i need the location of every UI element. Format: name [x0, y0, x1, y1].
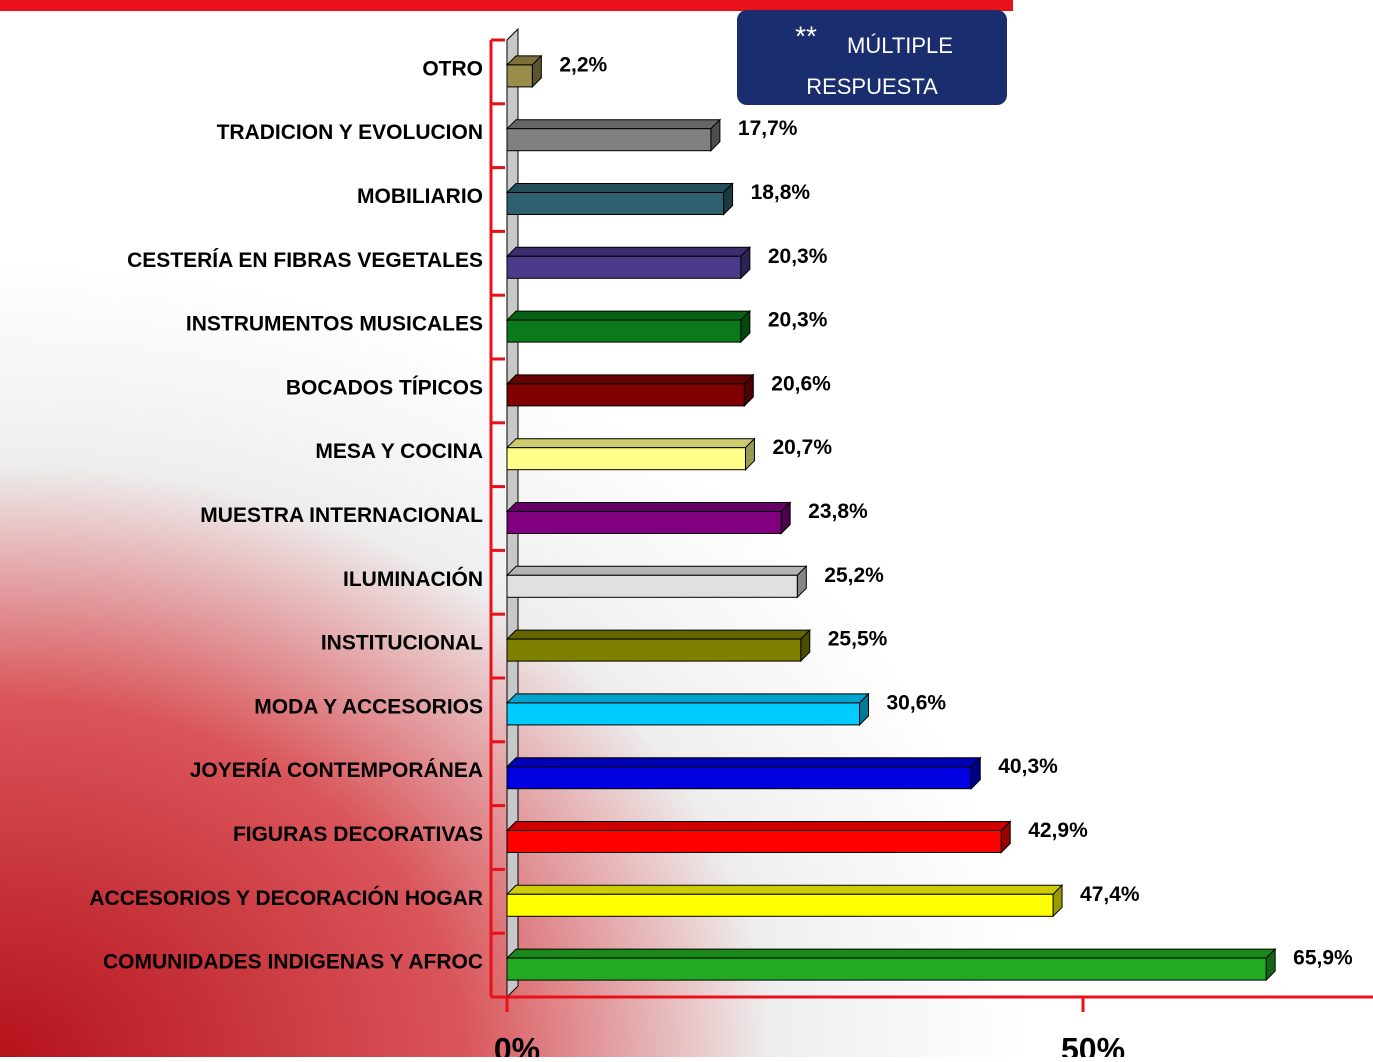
category-label: CESTERÍA EN FIBRAS VEGETALES	[127, 249, 483, 272]
bar-top	[507, 439, 754, 448]
category-label: MOBILIARIO	[357, 185, 483, 208]
category-label: MUESTRA INTERNACIONAL	[200, 504, 483, 527]
note-line: MÚLTIPLE	[847, 33, 953, 58]
bar-top	[507, 630, 810, 639]
bar	[507, 320, 741, 342]
note-line: RESPUESTA	[806, 74, 938, 99]
x-tick-label: 50%	[1061, 1031, 1125, 1057]
bar-top	[507, 247, 750, 256]
category-label: TRADICION Y EVOLUCION	[217, 121, 483, 144]
bar-top	[507, 120, 720, 129]
x-tick-label: 0%	[494, 1031, 540, 1057]
value-label: 20,6%	[771, 372, 831, 395]
bar	[507, 767, 971, 789]
category-label: ACCESORIOS Y DECORACIÓN HOGAR	[89, 886, 483, 910]
category-label: JOYERÍA CONTEMPORÁNEA	[190, 759, 483, 782]
value-label: 42,9%	[1028, 819, 1088, 842]
bar	[507, 193, 724, 215]
bar	[507, 129, 711, 151]
value-label: 17,7%	[738, 117, 798, 140]
note-symbol: **	[795, 20, 817, 51]
bar	[507, 831, 1001, 853]
category-label: INSTITUCIONAL	[321, 632, 483, 655]
category-label: INSTRUMENTOS MUSICALES	[186, 313, 483, 336]
bar-top	[507, 375, 753, 384]
category-label: MESA Y COCINA	[315, 440, 483, 463]
value-label: 65,9%	[1293, 947, 1353, 970]
bar	[507, 894, 1053, 916]
value-label: 47,4%	[1080, 883, 1140, 906]
value-label: 25,5%	[828, 628, 888, 651]
page: ** MÚLTIPLE RESPUESTA 0% 50% OTRO 2,2% TRADI…	[0, 0, 1373, 1057]
bar-top	[507, 566, 806, 575]
bar-top	[507, 184, 733, 193]
bar-top	[507, 949, 1275, 958]
bar-top	[507, 694, 869, 703]
bar	[507, 65, 532, 87]
bar-top	[507, 822, 1010, 831]
bar	[507, 958, 1266, 980]
value-label: 20,3%	[768, 245, 828, 268]
value-label: 2,2%	[559, 53, 607, 76]
bar	[507, 703, 860, 725]
bar	[507, 448, 745, 470]
top-bar	[0, 0, 1013, 11]
category-label: FIGURAS DECORATIVAS	[233, 823, 483, 846]
value-label: 40,3%	[998, 755, 1058, 778]
bar	[507, 256, 741, 278]
category-label: ILUMINACIÓN	[343, 567, 483, 591]
value-label: 30,6%	[887, 691, 947, 714]
value-label: 23,8%	[808, 500, 868, 523]
value-label: 20,3%	[768, 309, 828, 332]
bar-top	[507, 885, 1062, 894]
bar-top	[507, 311, 750, 320]
value-label: 20,7%	[772, 436, 832, 459]
bar-top	[507, 758, 980, 767]
category-label: MODA Y ACCESORIOS	[254, 695, 483, 718]
bar-top	[507, 503, 790, 512]
bar	[507, 639, 801, 661]
value-label: 25,2%	[824, 564, 884, 587]
value-label: 18,8%	[751, 181, 811, 204]
category-label: OTRO	[422, 57, 483, 80]
bar	[507, 384, 744, 406]
category-label: COMUNIDADES INDIGENAS Y AFROC	[103, 951, 483, 974]
bar	[507, 575, 797, 597]
chart: ** MÚLTIPLE RESPUESTA 0% 50% OTRO 2,2% TRADI…	[0, 0, 1373, 1057]
category-label: BOCADOS TÍPICOS	[286, 376, 483, 399]
bar	[507, 512, 781, 534]
